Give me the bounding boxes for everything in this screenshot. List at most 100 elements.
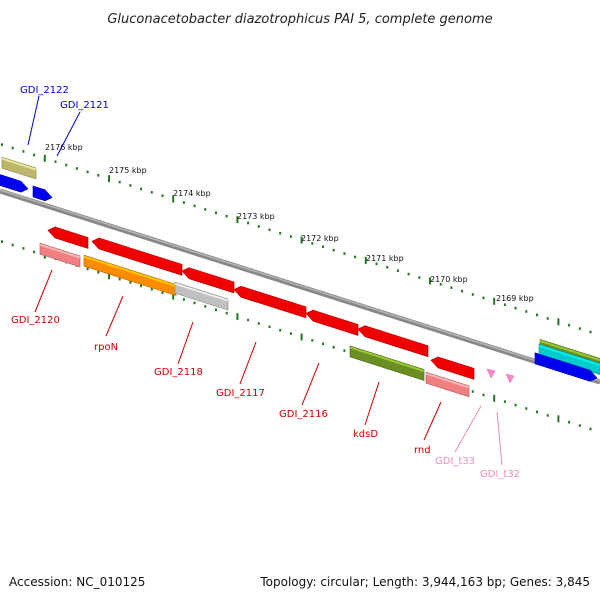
feature-rnd-highlight <box>425 372 470 389</box>
tick-upper-minor <box>1 143 3 146</box>
tick-lower-minor <box>279 328 282 332</box>
tick-upper-minor <box>589 330 592 334</box>
leader-kdsd <box>364 381 380 426</box>
tick-upper-minor <box>161 194 164 197</box>
tick-lower-minor <box>503 400 506 403</box>
feature-gdi-2120-b-highlight <box>39 243 81 259</box>
tick-upper-minor <box>503 303 506 306</box>
feature-gdi-2118-red-body <box>181 267 235 294</box>
tick-upper-minor <box>450 286 453 289</box>
feature-right-cyan <box>538 343 600 375</box>
feature-rnd-red-highlight <box>437 357 475 371</box>
tick-upper-major <box>429 277 431 285</box>
gene-label-gdi-2118: GDI_2118 <box>154 367 203 378</box>
tick-upper-minor <box>129 184 132 187</box>
tick-lower-minor <box>161 291 164 294</box>
scale-label-2171: 2171 kbp <box>366 254 404 263</box>
tick-lower-minor <box>225 311 228 315</box>
gene-features <box>0 156 600 398</box>
tick-lower-minor <box>22 247 25 250</box>
tick-lower-major <box>172 292 175 300</box>
feature-gdi-2118-body <box>174 281 229 311</box>
feature-right-blue-highlight <box>534 353 591 373</box>
tick-lower-minor <box>343 349 346 352</box>
gene-label-gdi-t32: GDI_t32 <box>480 469 520 480</box>
leader-gdi-t33 <box>454 405 482 453</box>
tick-lower-minor <box>471 390 474 393</box>
gene-label-gdi-2120: GDI_2120 <box>11 315 60 326</box>
feature-rnd-body <box>425 371 470 398</box>
leader-gdi-2120 <box>34 269 53 313</box>
feature-gdi-2117 <box>233 285 307 319</box>
scale-label-2170: 2170 kbp <box>430 275 468 284</box>
tick-upper-minor <box>386 266 389 269</box>
feature-kdsd-highlight <box>349 346 425 372</box>
feature-gdi-2116-highlight <box>312 310 359 327</box>
feature-gdi-2118-red <box>181 267 235 294</box>
tick-lower-minor <box>536 410 538 414</box>
tick-lower-minor <box>247 318 250 322</box>
tick-lower-major <box>493 394 496 402</box>
feature-right-blue <box>534 352 598 382</box>
tick-upper-minor <box>332 248 335 252</box>
tick-lower-minor <box>140 284 143 288</box>
tick-upper-minor <box>514 306 517 310</box>
tick-lower-minor <box>589 427 592 431</box>
tick-upper-minor <box>568 323 571 327</box>
tick-lower-major <box>557 415 560 423</box>
feature-rpon-red-highlight <box>98 238 183 267</box>
gene-label-rnd: rnd <box>414 445 431 456</box>
tick-lower-minor <box>97 271 100 274</box>
feature-gdi-2120-a <box>47 226 89 249</box>
gene-label-gdi-2117: GDI_2117 <box>216 388 265 399</box>
tick-lower-major <box>300 333 303 341</box>
tick-lower-minor <box>215 308 217 312</box>
scale-label-2176: 2176 kbp <box>45 143 83 152</box>
genome-backbone <box>0 188 600 385</box>
leader-gdi-2122 <box>27 95 40 146</box>
gene-label-gdi-2116: GDI_2116 <box>279 409 328 420</box>
tick-upper-major <box>493 297 496 305</box>
genome-summary-text: Topology: circular; Length: 3,944,163 bp… <box>259 575 590 589</box>
tick-upper-minor <box>407 272 410 276</box>
tick-lower-minor <box>193 301 196 305</box>
label-leaders <box>27 95 503 466</box>
feature-gdi-2120-b-body <box>39 242 81 268</box>
leader-rnd <box>423 401 442 441</box>
tick-upper-minor <box>182 201 185 204</box>
tick-lower-minor <box>482 393 485 397</box>
tick-upper-minor <box>461 289 464 293</box>
scale-label-2172: 2172 kbp <box>301 234 339 243</box>
feature-gdi-2117-highlight <box>240 286 307 310</box>
tick-upper-minor <box>578 327 581 330</box>
tick-upper-minor <box>204 208 207 211</box>
tick-lower-minor <box>311 339 314 342</box>
tick-upper-minor <box>11 146 14 150</box>
tick-upper-minor <box>525 310 528 313</box>
tick-upper-minor <box>118 180 121 184</box>
tick-lower-minor <box>568 420 571 424</box>
feature-kdsd <box>349 345 425 381</box>
genome-title: Gluconacetobacter diazotrophicus PAI 5, … <box>107 12 492 27</box>
feature-kdsd-red <box>357 325 429 358</box>
feature-gdi-2117-body <box>233 285 307 319</box>
tick-upper-minor <box>375 262 378 266</box>
tick-upper-minor <box>150 191 153 194</box>
feature-gdi-2118 <box>174 281 229 311</box>
tick-upper-minor <box>140 187 143 191</box>
tick-lower-minor <box>11 243 14 247</box>
tick-upper-minor <box>75 167 78 170</box>
feature-gdi-2122-highlight <box>0 175 22 184</box>
feature-rnd-red-body <box>430 356 475 380</box>
feature-gdi-2118-highlight <box>174 282 229 302</box>
leader-rpon <box>105 295 124 337</box>
leader-gdi-2116 <box>301 362 320 406</box>
tick-upper-minor <box>418 276 421 279</box>
tick-lower-minor <box>1 240 3 243</box>
tick-upper-minor <box>546 317 549 320</box>
feature-rnd-red <box>430 356 475 380</box>
gene-label-gdi-2121: GDI_2121 <box>60 100 109 111</box>
scale-labels: 2176 kbp 2175 kbp 2174 kbp 2173 kbp 2172… <box>45 143 534 303</box>
feature-rnd <box>425 371 470 398</box>
